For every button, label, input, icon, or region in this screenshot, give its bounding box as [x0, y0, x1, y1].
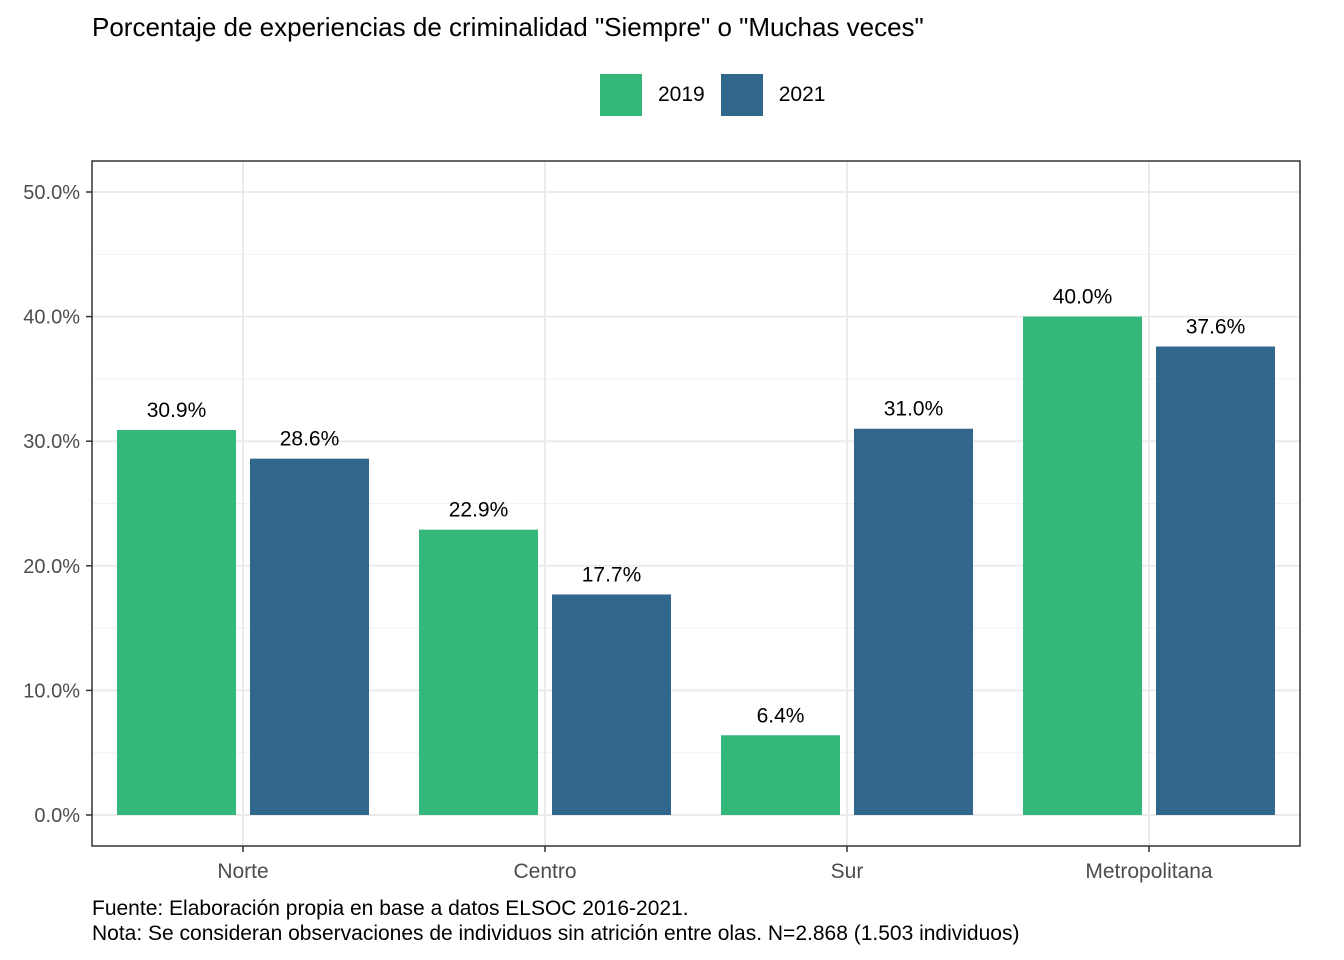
bar-value-label: 28.6%: [280, 428, 340, 451]
x-tick-label: Centro: [513, 860, 576, 883]
bar-2019-Sur: [721, 735, 840, 815]
legend-swatch-2019: [600, 74, 642, 116]
x-tick-label: Norte: [217, 860, 268, 883]
legend: 2019 2021: [600, 74, 841, 116]
legend-item-2021: 2021: [720, 74, 826, 116]
bar-value-label: 31.0%: [884, 398, 944, 421]
x-tick-label: Sur: [831, 860, 864, 883]
y-tick-label: 20.0%: [23, 556, 80, 578]
legend-swatch-2021: [720, 74, 763, 116]
y-tick-label: 0.0%: [34, 805, 80, 827]
bar-2021-Metropolitana: [1156, 346, 1275, 815]
bar-2019-Norte: [117, 429, 236, 815]
chart-title: Porcentaje de experiencias de criminalid…: [92, 12, 924, 42]
bar-value-label: 40.0%: [1053, 286, 1113, 309]
y-tick-label: 30.0%: [23, 431, 80, 453]
y-tick-label: 50.0%: [23, 182, 80, 204]
bar-2019-Centro: [419, 529, 538, 815]
bar-2021-Norte: [250, 458, 369, 815]
bar-value-label: 37.6%: [1186, 316, 1246, 339]
bar-value-label: 17.7%: [582, 563, 642, 586]
bar-value-label: 22.9%: [449, 499, 509, 522]
legend-label-2021: 2021: [778, 83, 826, 106]
y-tick-label: 10.0%: [23, 680, 80, 702]
panel-border: [91, 160, 1301, 847]
caption-note: Nota: Se consideran observaciones de ind…: [92, 922, 1020, 945]
caption-source: Fuente: Elaboración propia en base a dat…: [92, 897, 689, 920]
legend-label-2019: 2019: [658, 83, 705, 106]
x-tick-label: Metropolitana: [1085, 860, 1213, 883]
bar-2021-Sur: [854, 428, 973, 815]
legend-item-2019: 2019: [600, 74, 705, 116]
bar-value-label: 6.4%: [757, 704, 805, 727]
bar-2019-Metropolitana: [1023, 316, 1142, 815]
bar-value-label: 30.9%: [147, 399, 207, 422]
caption: Fuente: Elaboración propia en base a dat…: [92, 896, 1019, 946]
bar-2021-Centro: [552, 594, 671, 815]
y-tick-label: 40.0%: [23, 307, 80, 329]
